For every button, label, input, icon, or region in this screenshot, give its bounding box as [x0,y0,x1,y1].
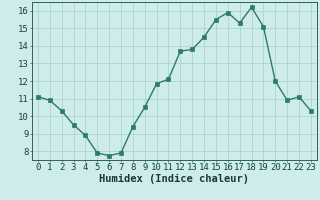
X-axis label: Humidex (Indice chaleur): Humidex (Indice chaleur) [100,174,249,184]
